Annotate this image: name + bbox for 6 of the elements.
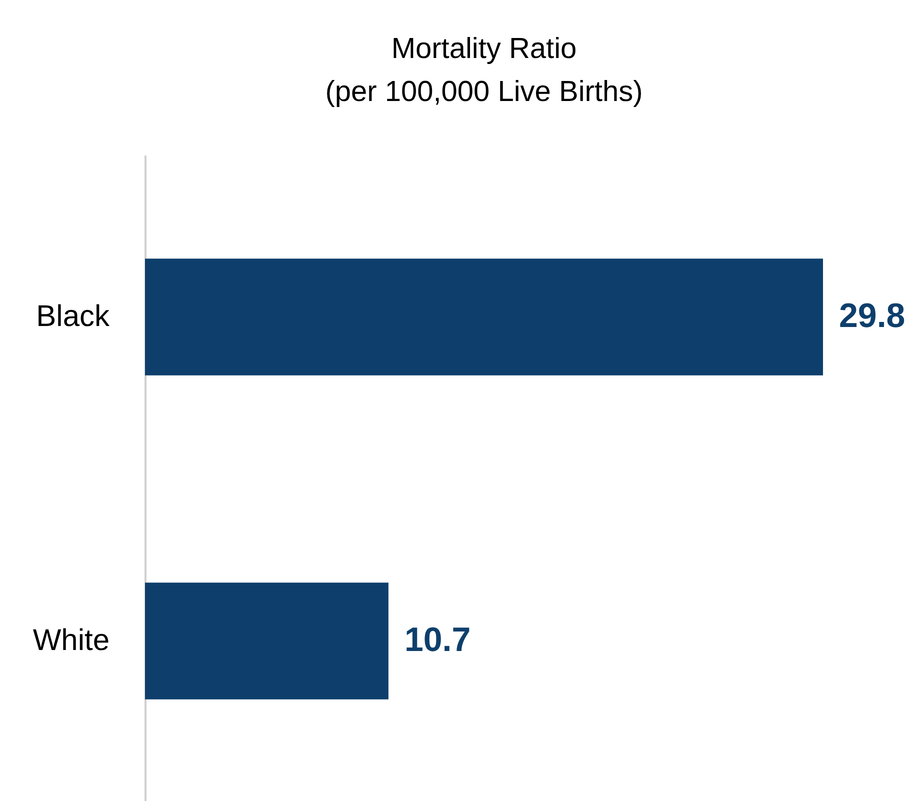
data-label: 29.8 (839, 297, 906, 335)
y-tick-label: White (32, 624, 110, 657)
data-label: 10.7 (404, 621, 471, 659)
chart-title: Mortality Ratio (391, 33, 577, 65)
chart-subtitle: (per 100,000 Live Births) (325, 76, 643, 108)
y-tick-label: Black (36, 300, 110, 333)
